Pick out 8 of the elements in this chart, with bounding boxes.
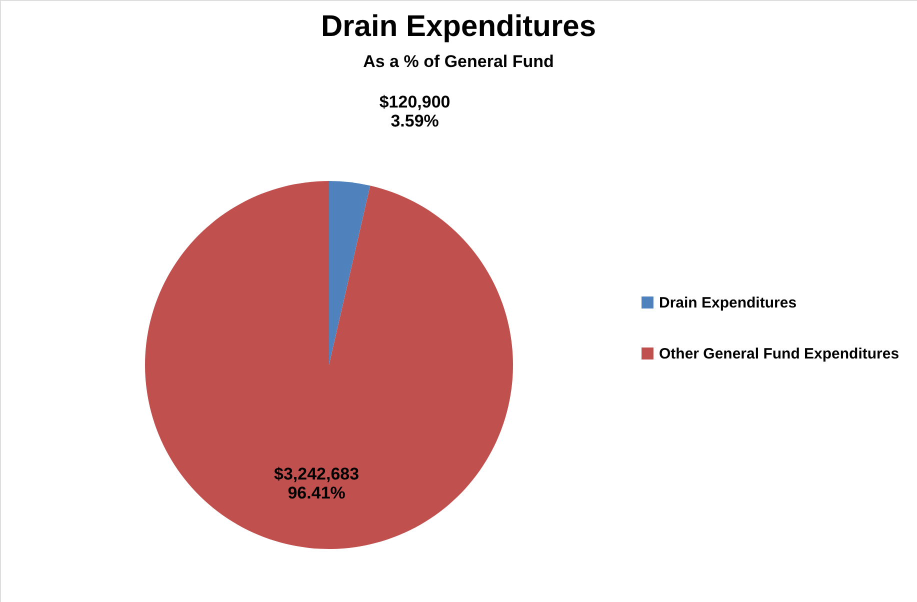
data-label: $3,242,683 96.41%	[274, 464, 360, 503]
pie-slice	[145, 181, 513, 549]
legend-label: Other General Fund Expenditures	[659, 346, 900, 362]
chart-title: Drain Expenditures	[320, 10, 596, 43]
legend-label: Drain Expenditures	[659, 294, 797, 312]
pie-slice	[329, 181, 370, 365]
chart-subtitle: As a % of General Fund	[363, 52, 554, 71]
data-label: $120,900 3.59%	[379, 92, 450, 130]
